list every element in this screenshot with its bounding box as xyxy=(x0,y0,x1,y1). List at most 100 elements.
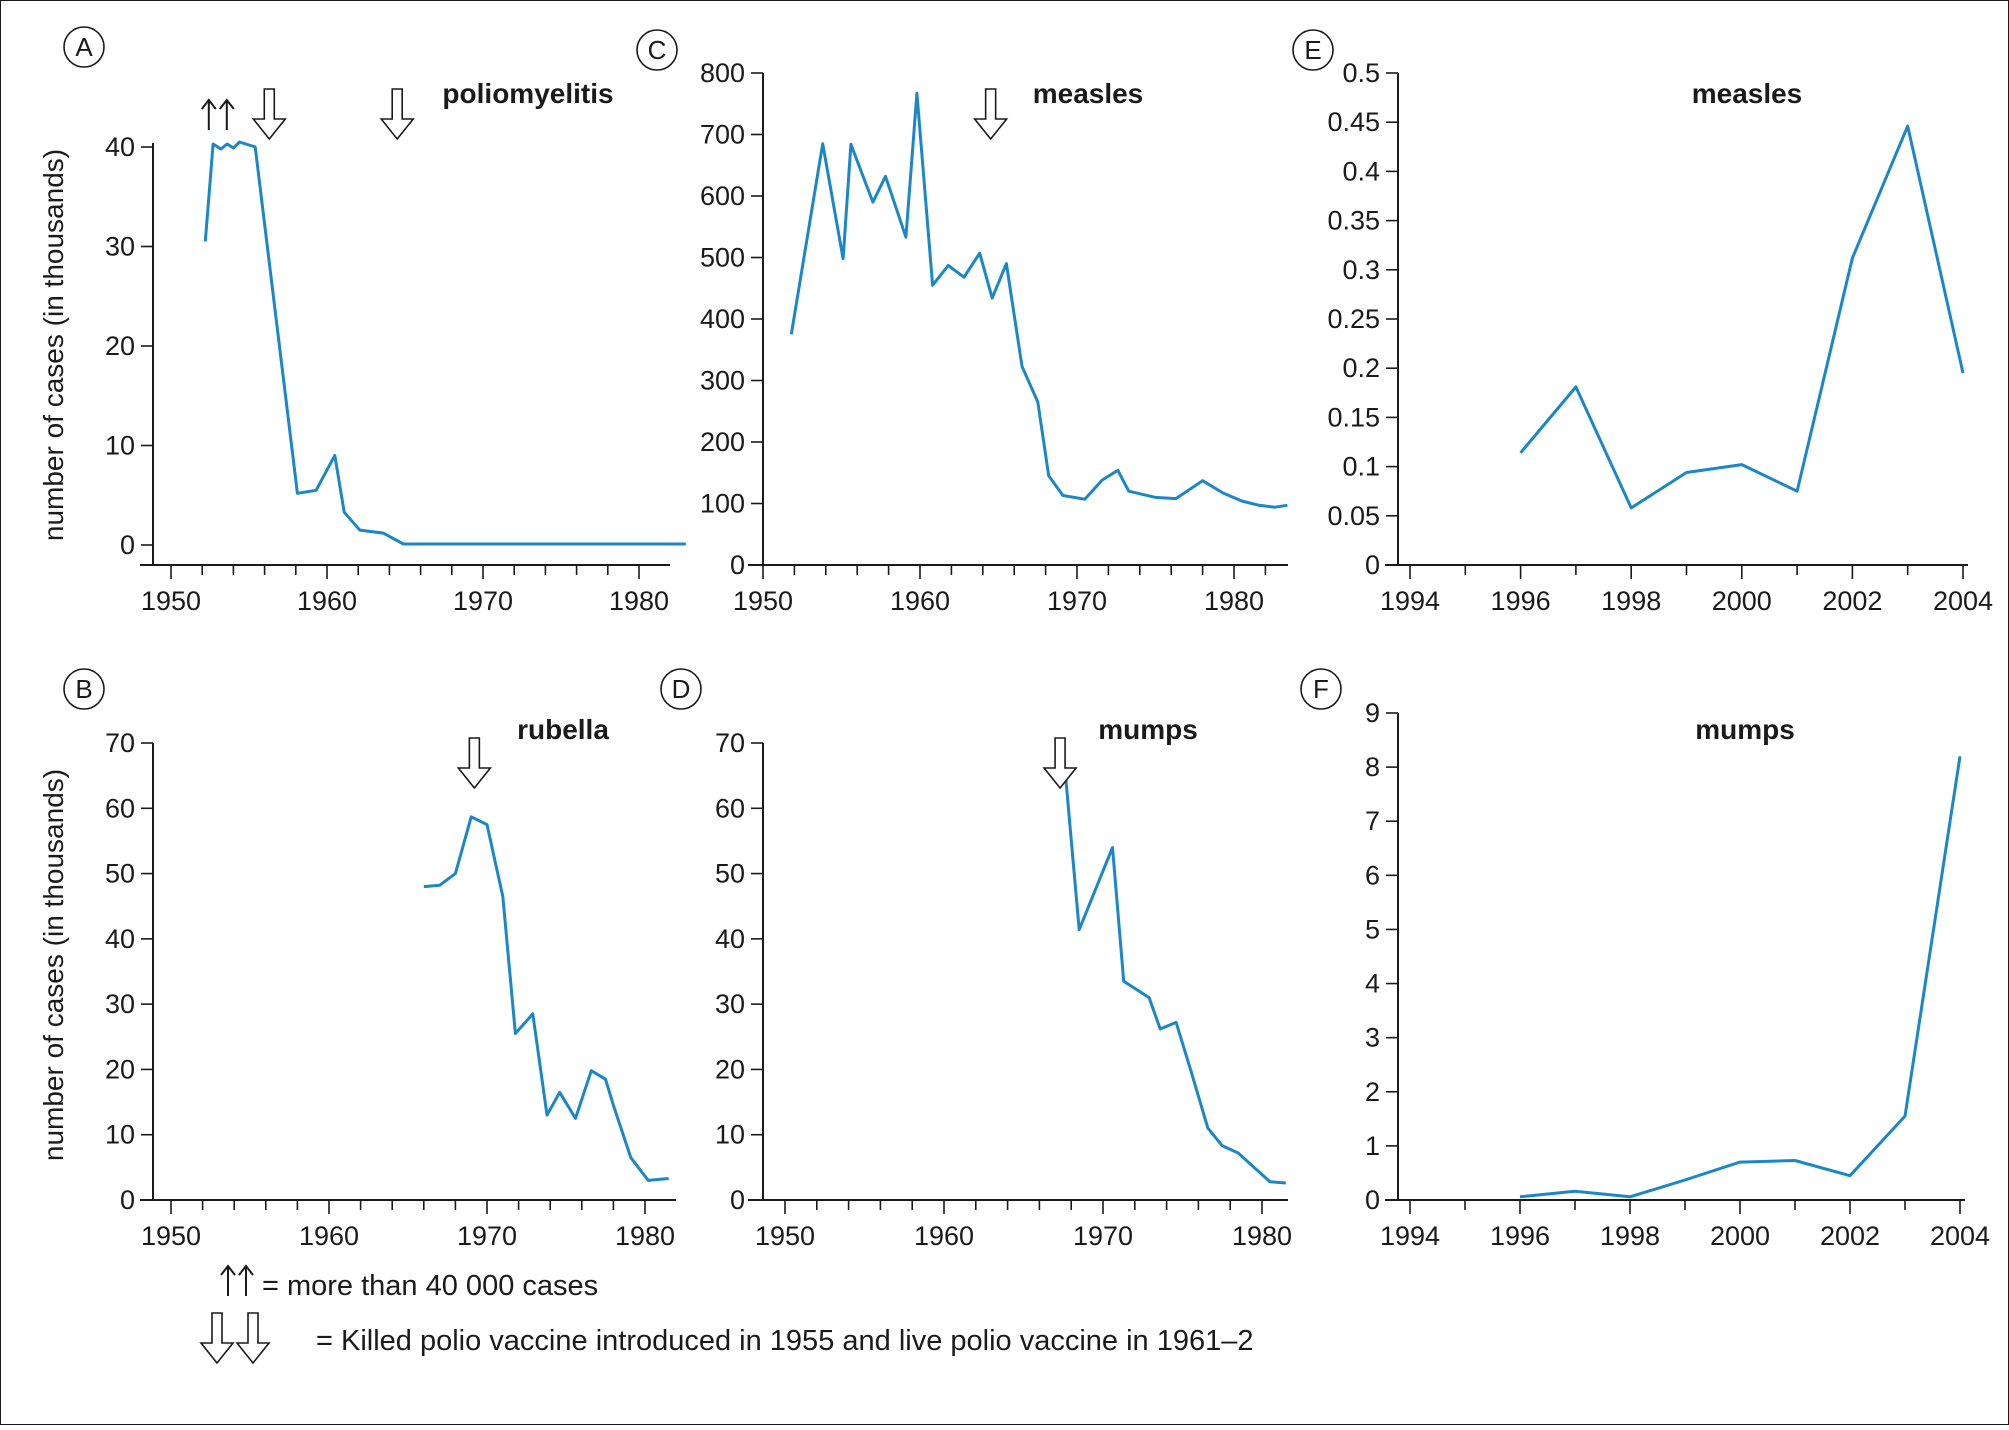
badge-letter: C xyxy=(648,35,667,65)
y-tick-label: 0.45 xyxy=(1327,107,1380,137)
x-tick-label: 2004 xyxy=(1930,1221,1990,1251)
x-tick-label: 1996 xyxy=(1490,1221,1550,1251)
vaccine-arrow-icon xyxy=(379,88,415,141)
y-tick-label: 0 xyxy=(1365,1185,1380,1215)
vaccine-arrow-icon xyxy=(251,88,287,141)
panel-badge-e: E xyxy=(1292,29,1334,71)
y-tick-label: 10 xyxy=(715,1120,745,1150)
legend-text-double-down: = Killed polio vaccine introduced in 195… xyxy=(316,1325,1254,1357)
x-tick-label: 1960 xyxy=(299,1221,359,1251)
y-tick-label: 0 xyxy=(1365,550,1380,580)
y-tick-label: 0 xyxy=(730,550,745,580)
y-tick-label: 500 xyxy=(700,243,745,273)
y-tick-label: 300 xyxy=(700,366,745,396)
y-tick-label: 50 xyxy=(715,859,745,889)
vaccine-arrow-icon xyxy=(456,737,493,790)
x-tick-label: 2002 xyxy=(1822,586,1882,616)
over-40000-arrow-icon xyxy=(219,98,235,130)
y-tick-label: 400 xyxy=(700,304,745,334)
y-tick-label: 0.15 xyxy=(1327,402,1380,432)
y-tick-label: 1 xyxy=(1365,1131,1380,1161)
panel-badge-f: F xyxy=(1300,668,1342,710)
x-tick-label: 1970 xyxy=(1047,586,1107,616)
panel-badge-d: D xyxy=(660,668,702,710)
y-tick-label: 5 xyxy=(1365,914,1380,944)
y-tick-label: 0.35 xyxy=(1327,206,1380,236)
x-tick-label: 1950 xyxy=(141,586,201,616)
y-tick-label: 50 xyxy=(105,859,135,889)
x-tick-label: 2002 xyxy=(1820,1221,1880,1251)
x-tick-label: 1960 xyxy=(890,586,950,616)
y-tick-label: 0 xyxy=(730,1185,745,1215)
chart-title: measles xyxy=(1692,78,1803,109)
legend-text-double-up: = more than 40 000 cases xyxy=(262,1270,598,1302)
y-tick-label: 0.4 xyxy=(1342,156,1380,186)
x-tick-label: 1980 xyxy=(1232,1221,1292,1251)
y-axis-label: number of cases (in thousands) xyxy=(38,769,69,1161)
badge-circle xyxy=(1300,668,1342,710)
chart-title: rubella xyxy=(517,714,609,745)
x-tick-label: 1980 xyxy=(609,586,669,616)
y-tick-label: 0.05 xyxy=(1327,501,1380,531)
x-tick-label: 1980 xyxy=(615,1221,675,1251)
y-tick-label: 70 xyxy=(715,728,745,758)
x-tick-label: 1950 xyxy=(755,1221,815,1251)
series-line xyxy=(1063,767,1286,1185)
x-tick-label: 2000 xyxy=(1712,586,1772,616)
y-tick-label: 600 xyxy=(700,181,745,211)
y-tick-label: 0.2 xyxy=(1342,353,1380,383)
x-tick-label: 1960 xyxy=(914,1221,974,1251)
x-tick-label: 1970 xyxy=(457,1221,517,1251)
y-tick-label: 40 xyxy=(105,132,135,162)
over-40000-arrow-icon xyxy=(201,98,217,130)
y-tick-label: 0 xyxy=(120,530,135,560)
x-tick-label: 1970 xyxy=(453,586,513,616)
y-tick-label: 10 xyxy=(105,1120,135,1150)
y-tick-label: 30 xyxy=(715,989,745,1019)
x-tick-label: 1950 xyxy=(733,586,793,616)
y-tick-label: 4 xyxy=(1365,969,1380,999)
x-tick-label: 1970 xyxy=(1073,1221,1133,1251)
y-tick-label: 20 xyxy=(715,1054,745,1084)
y-tick-label: 70 xyxy=(105,728,135,758)
y-tick-label: 0.1 xyxy=(1342,452,1380,482)
y-tick-label: 9 xyxy=(1365,698,1380,728)
y-tick-label: 0.5 xyxy=(1342,58,1380,88)
panel-badge-a: A xyxy=(63,26,105,68)
y-tick-label: 0.25 xyxy=(1327,304,1380,334)
x-tick-label: 1996 xyxy=(1491,586,1551,616)
chart-title: measles xyxy=(1033,78,1144,109)
badge-letter: F xyxy=(1313,674,1329,704)
badge-circle xyxy=(63,668,105,710)
badge-letter: A xyxy=(75,32,93,62)
y-tick-label: 8 xyxy=(1365,752,1380,782)
y-tick-label: 0 xyxy=(120,1185,135,1215)
x-tick-label: 2000 xyxy=(1710,1221,1770,1251)
y-tick-label: 30 xyxy=(105,989,135,1019)
legend-item-double-down: = Killed polio vaccine introduced in 195… xyxy=(199,1312,1254,1365)
panel-badge-c: C xyxy=(636,29,678,71)
y-tick-label: 3 xyxy=(1365,1023,1380,1053)
x-tick-label: 1980 xyxy=(1204,586,1264,616)
double-down-arrow-icon xyxy=(199,1312,235,1365)
x-tick-label: 1994 xyxy=(1380,1221,1440,1251)
y-tick-label: 30 xyxy=(105,232,135,262)
x-tick-label: 2004 xyxy=(1933,586,1993,616)
double-down-arrow-icon xyxy=(235,1312,271,1365)
y-tick-label: 700 xyxy=(700,120,745,150)
series-line xyxy=(789,91,1288,509)
y-tick-label: 60 xyxy=(105,793,135,823)
vaccine-arrow-icon xyxy=(972,88,1009,141)
x-tick-label: 1998 xyxy=(1601,586,1661,616)
series-line xyxy=(203,140,686,546)
chart-title: poliomyelitis xyxy=(442,78,613,109)
x-tick-label: 1998 xyxy=(1600,1221,1660,1251)
series-line xyxy=(423,815,669,1182)
